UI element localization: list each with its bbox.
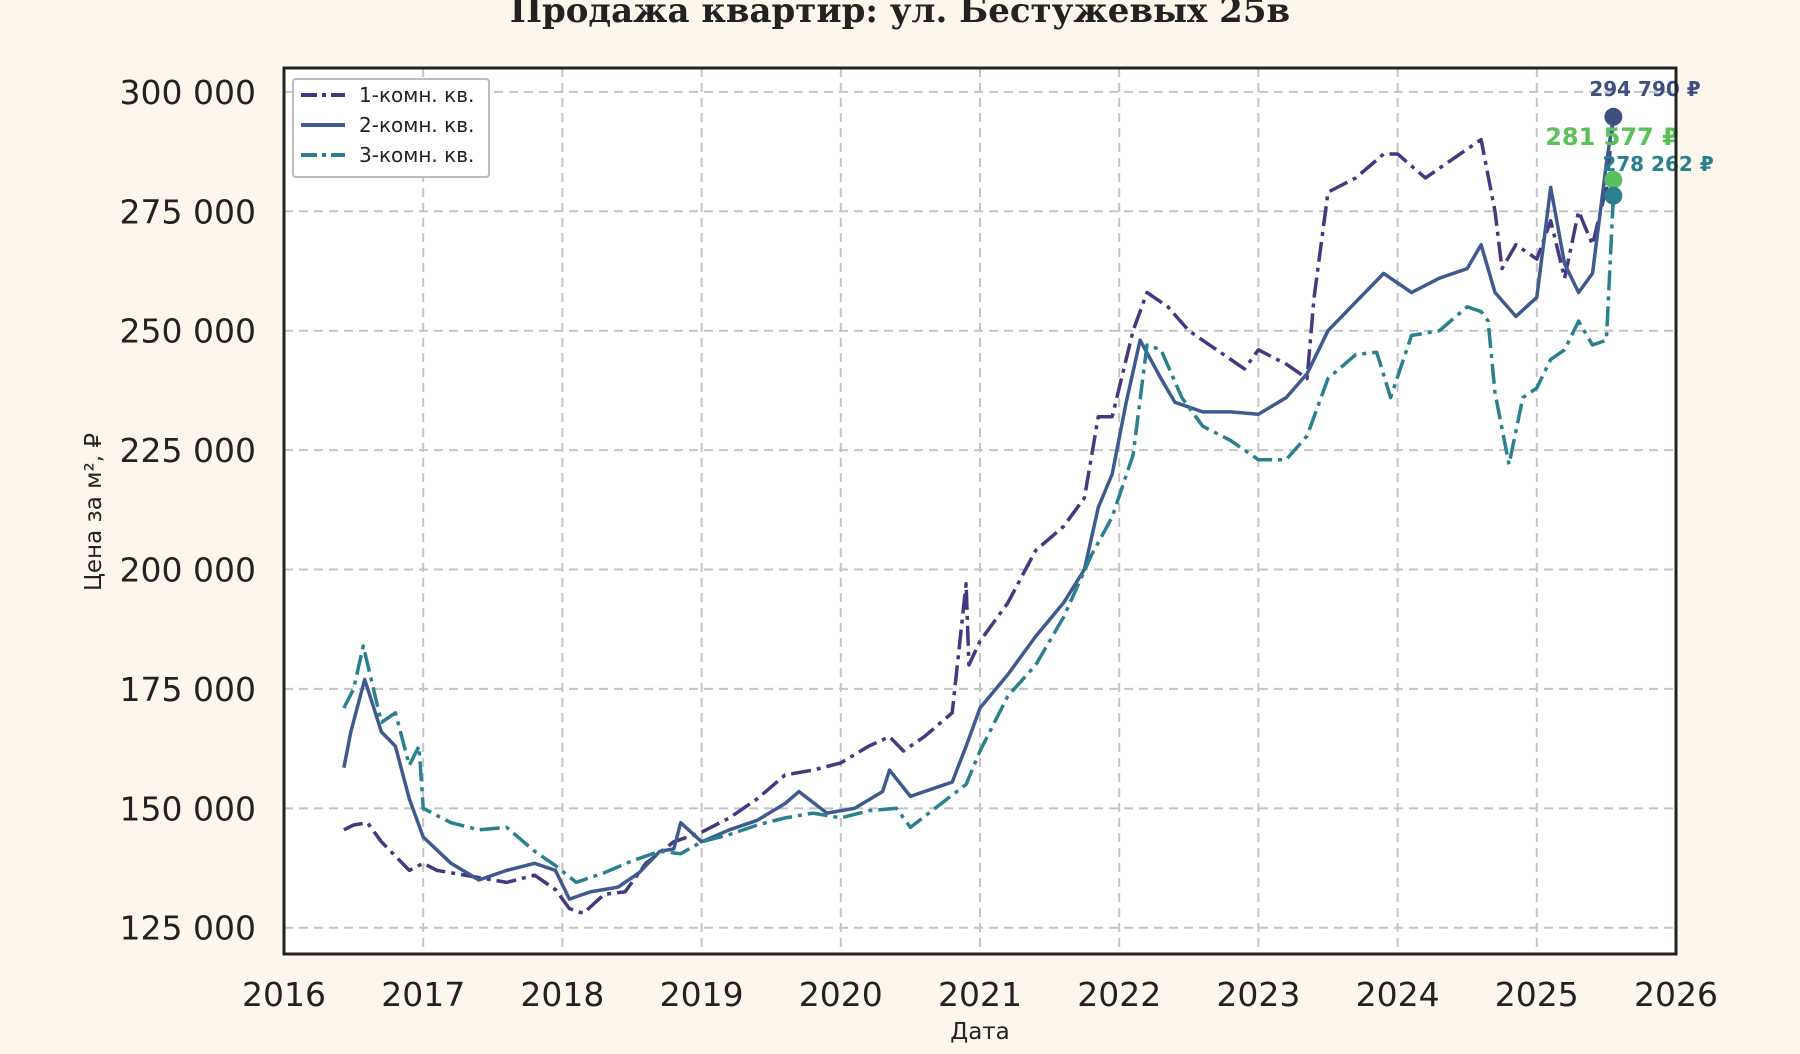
- y-axis-label: Цена за м², ₽: [81, 433, 107, 591]
- legend-entry-label: 1-комн. кв.: [359, 83, 474, 107]
- x-tick-label: 2022: [1077, 975, 1161, 1014]
- x-tick-label: 2019: [660, 975, 744, 1014]
- chart-title: Продажа квартир: ул. Бестужевых 25в: [510, 0, 1290, 31]
- plot-frame: [282, 66, 1678, 956]
- y-tick-label: 200 000: [120, 551, 256, 590]
- end-markers: 294 790 ₽ 281 577 ₽278 262 ₽: [1545, 77, 1714, 205]
- x-tick-label: 2025: [1495, 975, 1579, 1014]
- series-line-1: [343, 116, 1616, 916]
- y-tick-label: 250 000: [120, 312, 256, 351]
- end-value-label: 281 577 ₽: [1545, 123, 1679, 151]
- y-tick-label: 150 000: [120, 789, 256, 828]
- x-tick-label: 2018: [520, 975, 604, 1014]
- y-tick-label: 125 000: [120, 909, 256, 948]
- end-value-label: 294 790 ₽: [1589, 77, 1700, 101]
- legend: 1-комн. кв. 2-комн. кв. 3-комн. кв.: [292, 78, 490, 178]
- series-lines: [342, 116, 1616, 916]
- end-marker-3: [1604, 186, 1623, 205]
- x-tick-label: 2021: [938, 975, 1022, 1014]
- legend-entry-label: 2-комн. кв.: [359, 113, 474, 137]
- legend-entry-label: 3-комн. кв.: [359, 143, 474, 167]
- x-tick-label: 2024: [1356, 975, 1440, 1014]
- x-tick-label: 2016: [242, 975, 326, 1014]
- series-line-3: [342, 195, 1616, 885]
- x-tick-label: 2026: [1634, 975, 1718, 1014]
- y-axis-ticks: 125 000 150 000 175 000 200 000 225 000 250 0…: [120, 73, 256, 948]
- y-tick-label: 300 000: [120, 73, 256, 112]
- end-marker-2: [1604, 170, 1623, 189]
- x-tick-label: 2017: [381, 975, 465, 1014]
- x-tick-label: 2023: [1216, 975, 1300, 1014]
- x-axis-ticks: 2016 2017 2018 2019 2020 2021 2022 2023 2024 2025…: [242, 975, 1718, 1014]
- series-line-2: [342, 116, 1616, 901]
- y-tick-label: 225 000: [120, 431, 256, 470]
- legend-box: [292, 78, 490, 178]
- end-value-label: 278 262 ₽: [1602, 152, 1713, 176]
- y-tick-label: 175 000: [120, 670, 256, 709]
- end-marker-1: [1604, 107, 1623, 126]
- y-tick-label: 275 000: [120, 192, 256, 231]
- x-tick-label: 2020: [799, 975, 883, 1014]
- x-axis-label: Дата: [950, 1019, 1010, 1045]
